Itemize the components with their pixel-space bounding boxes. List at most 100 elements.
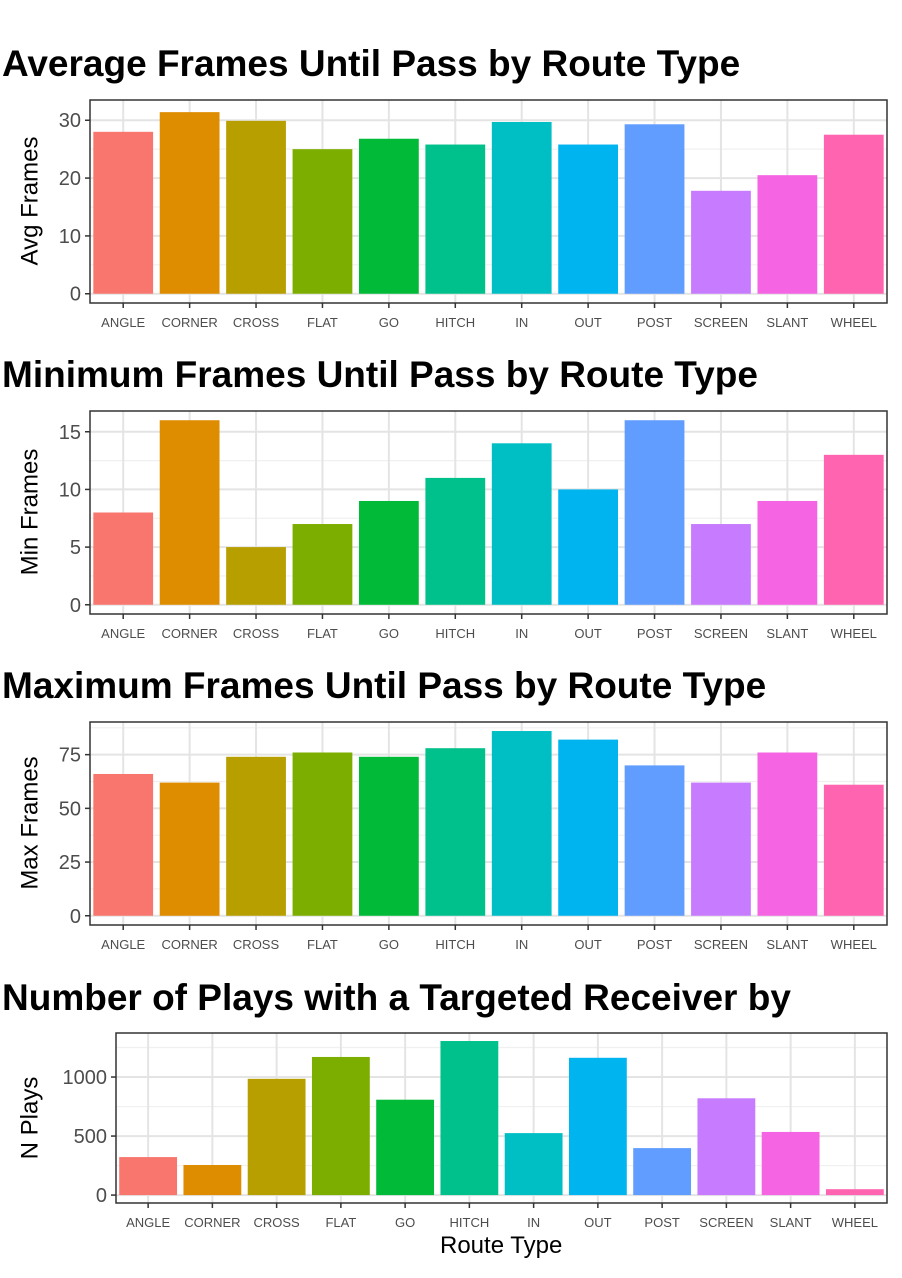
x-tick-label: WHEEL — [831, 315, 877, 330]
chart-title-avg-frames: Average Frames Until Pass by Route Type — [2, 43, 741, 84]
x-tick-label: SLANT — [770, 1215, 812, 1230]
x-tick-label: IN — [515, 937, 528, 952]
x-tick-label: SCREEN — [694, 315, 748, 330]
bar-angle — [119, 1157, 178, 1196]
x-tick-label: FLAT — [325, 1215, 356, 1230]
bar-screen — [691, 782, 751, 916]
bar-go — [358, 756, 419, 916]
y-tick-label: 50 — [59, 798, 81, 820]
x-tick-label: OUT — [574, 626, 602, 641]
x-tick-label: HITCH — [435, 626, 475, 641]
x-tick-label: ANGLE — [101, 937, 145, 952]
y-tick-label: 1000 — [63, 1067, 108, 1089]
x-tick-label: CORNER — [161, 937, 217, 952]
bar-wheel — [823, 454, 884, 605]
bar-flat — [292, 524, 353, 605]
bar-hitch — [425, 144, 486, 294]
x-tick-label: FLAT — [307, 315, 338, 330]
panel-border — [89, 99, 888, 304]
x-tick-label: GO — [379, 315, 399, 330]
x-tick-label: HITCH — [450, 1215, 490, 1230]
bar-post — [624, 420, 685, 605]
bar-chart-avg-frames: 0 10 20 30 ANGLE CORNER CROSS FLAT GO HITCH IN OUT P… — [59, 99, 888, 330]
chart-title-min-frames: Minimum Frames Until Pass by Route Type — [2, 354, 758, 395]
bar-cross — [226, 547, 286, 605]
bar-flat — [292, 149, 353, 294]
bar-in — [491, 443, 552, 605]
x-tick-label: SCREEN — [694, 626, 748, 641]
x-tick-label: IN — [515, 626, 528, 641]
x-tick-label: CORNER — [161, 626, 217, 641]
x-tick-label: SLANT — [766, 937, 808, 952]
bar-angle — [93, 512, 154, 605]
x-tick-label: OUT — [574, 937, 602, 952]
bar-corner — [159, 112, 220, 294]
bar-slant — [761, 1131, 820, 1196]
x-tick-label: CORNER — [184, 1215, 240, 1230]
bar-slant — [757, 752, 818, 916]
x-tick-label: GO — [379, 937, 399, 952]
x-tick-label: ANGLE — [101, 315, 145, 330]
y-tick-label: 75 — [59, 745, 81, 767]
x-tick-label: WHEEL — [831, 626, 877, 641]
y-tick-label: 0 — [70, 906, 81, 928]
bar-corner — [159, 420, 220, 605]
x-tick-label: POST — [637, 937, 672, 952]
bar-cross — [226, 756, 286, 916]
x-tick-label: IN — [515, 315, 528, 330]
x-tick-label: FLAT — [307, 937, 338, 952]
x-tick-label: SLANT — [766, 315, 808, 330]
bar-wheel — [823, 134, 884, 294]
x-tick-label: OUT — [574, 315, 602, 330]
bar-post — [624, 124, 685, 294]
x-tick-label: POST — [644, 1215, 679, 1230]
x-tick-label: HITCH — [435, 937, 475, 952]
y-tick-label: 0 — [96, 1185, 107, 1207]
bar-cross — [226, 120, 286, 294]
bar-in — [504, 1133, 563, 1196]
bar-in — [491, 731, 552, 916]
x-tick-label: SCREEN — [694, 937, 748, 952]
x-tick-label: CROSS — [233, 315, 280, 330]
x-tick-label: CORNER — [161, 315, 217, 330]
y-tick-label: 500 — [74, 1126, 107, 1148]
bar-out — [558, 739, 619, 916]
bar-post — [624, 765, 685, 916]
x-tick-label: GO — [379, 626, 399, 641]
x-tick-label: CROSS — [254, 1215, 301, 1230]
y-tick-label: 10 — [59, 226, 81, 248]
bar-chart-max-frames: 0 25 50 75 ANGLE CORNER CROSS FLAT GO HITCH IN OUT P… — [59, 721, 888, 952]
bar-screen — [691, 190, 751, 294]
bar-flat — [311, 1056, 370, 1196]
x-tick-label: WHEEL — [831, 937, 877, 952]
bar-go — [358, 138, 419, 294]
x-tick-label: SCREEN — [699, 1215, 753, 1230]
bar-out — [558, 144, 619, 294]
bar-go — [376, 1099, 435, 1196]
chart-title-max-frames: Maximum Frames Until Pass by Route Type — [2, 665, 767, 706]
bar-hitch — [425, 748, 486, 916]
x-tick-label: GO — [395, 1215, 415, 1230]
bar-screen — [697, 1098, 756, 1196]
panel-border — [89, 721, 888, 926]
bar-post — [633, 1148, 692, 1196]
panel-border — [115, 1032, 888, 1204]
bar-cross — [247, 1078, 306, 1196]
y-tick-label: 5 — [70, 537, 81, 559]
x-tick-label: POST — [637, 626, 672, 641]
chart-title-n-plays: Number of Plays with a Targeted Receiver… — [2, 977, 791, 1018]
panel-border — [89, 410, 888, 615]
y-tick-label: 20 — [59, 168, 81, 190]
x-tick-label: POST — [637, 315, 672, 330]
y-tick-label: 0 — [70, 595, 81, 617]
bar-corner — [159, 782, 220, 916]
bar-hitch — [440, 1041, 499, 1196]
bar-wheel — [823, 784, 884, 916]
x-tick-label: FLAT — [307, 626, 338, 641]
x-tick-label: IN — [527, 1215, 540, 1230]
y-tick-label: 0 — [70, 284, 81, 306]
x-tick-label: WHEEL — [832, 1215, 878, 1230]
bar-slant — [757, 500, 818, 605]
x-tick-label: OUT — [584, 1215, 612, 1230]
